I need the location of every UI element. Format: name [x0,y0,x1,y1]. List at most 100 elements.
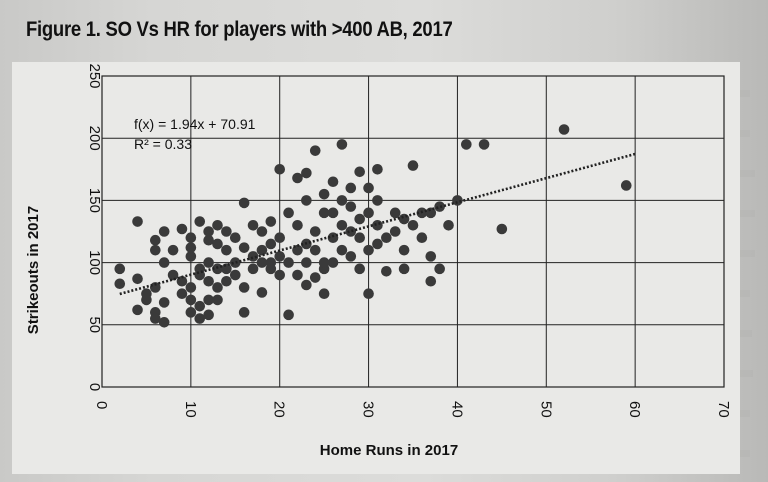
data-point [407,160,419,171]
data-point [345,182,357,194]
data-point [229,257,241,268]
data-point [256,244,268,256]
data-point [238,197,250,209]
data-point [478,139,490,150]
data-point [265,216,277,227]
data-point [292,269,303,281]
plot-border [101,75,725,388]
data-point [398,244,410,256]
figure-title: Figure 1. SO Vs HR for players with >400… [26,18,453,41]
data-point [185,251,197,262]
data-point [194,300,206,312]
y-tick-label: 50 [86,316,103,333]
data-point [238,307,250,318]
data-point [158,226,170,237]
data-point [301,257,312,268]
data-points [114,124,632,328]
data-point [327,232,339,244]
data-point [336,244,348,256]
trendline-layer [119,152,636,296]
data-point [318,188,330,200]
data-point [114,278,126,290]
data-point [318,257,330,268]
data-point [620,180,632,191]
data-point [354,232,365,244]
x-tick-label: 60 [626,401,643,418]
data-point [398,263,410,275]
data-point [309,244,321,256]
data-point [132,216,143,227]
data-point [203,294,214,306]
data-point [425,275,437,287]
data-point [309,272,321,283]
data-point [132,273,143,285]
data-point [212,238,223,250]
chart-panel: 0 10 20 30 40 50 60 70 0 50 100 150 200 250 f(x) = 1.… [12,62,740,474]
data-point [274,232,286,244]
data-point [381,266,392,277]
data-point [185,294,197,306]
data-point [229,269,241,281]
data-point [221,226,232,237]
y-axis-title: Strikeouts in 2017 [25,206,42,334]
data-point [256,257,268,268]
data-point [407,219,419,231]
data-point [212,294,223,306]
data-point [185,307,197,318]
data-point [283,207,294,219]
data-point [327,257,339,268]
data-point [238,242,250,253]
data-point [158,317,170,328]
data-point [221,244,232,256]
data-point [150,244,161,256]
data-point [132,304,143,316]
data-point [256,226,268,237]
data-point [185,282,197,293]
data-point [247,251,259,262]
data-point [203,309,214,321]
data-point [416,232,428,244]
data-point [452,195,463,206]
data-point [363,182,374,194]
data-point [327,207,339,219]
data-point [461,139,472,150]
data-point [265,238,277,250]
data-point [150,234,161,246]
data-point [443,219,454,231]
trendline [119,152,636,296]
data-point [185,232,197,244]
x-tick-label: 50 [537,401,554,418]
data-point [150,313,161,324]
data-point [194,313,206,324]
x-tick-label: 40 [448,401,465,418]
data-point [265,257,277,268]
data-point [558,124,570,135]
data-point [212,282,223,293]
data-point [167,269,179,281]
data-point [363,288,374,299]
data-point [176,223,188,235]
data-point [212,219,223,231]
x-tick-label: 20 [271,401,288,418]
data-point [274,251,286,262]
data-point [274,269,286,281]
data-point [363,207,374,219]
x-axis-title: Home Runs in 2017 [320,442,458,459]
data-point [496,223,508,235]
data-point [141,294,152,306]
y-tick-label: 200 [86,126,103,151]
data-point [274,164,286,175]
data-point [229,232,241,244]
data-point [283,309,294,321]
x-tick-label: 30 [360,401,377,418]
data-point [292,219,303,231]
scatter-chart: 0 10 20 30 40 50 60 70 0 50 100 150 200 250 f(x) = 1.… [25,63,732,459]
data-point [389,226,401,237]
data-point [238,282,250,293]
data-point [221,275,232,287]
x-tick-label: 70 [715,401,732,418]
data-point [158,257,170,268]
data-point [434,201,445,212]
data-point [247,263,259,275]
y-tick-label: 100 [86,250,103,275]
